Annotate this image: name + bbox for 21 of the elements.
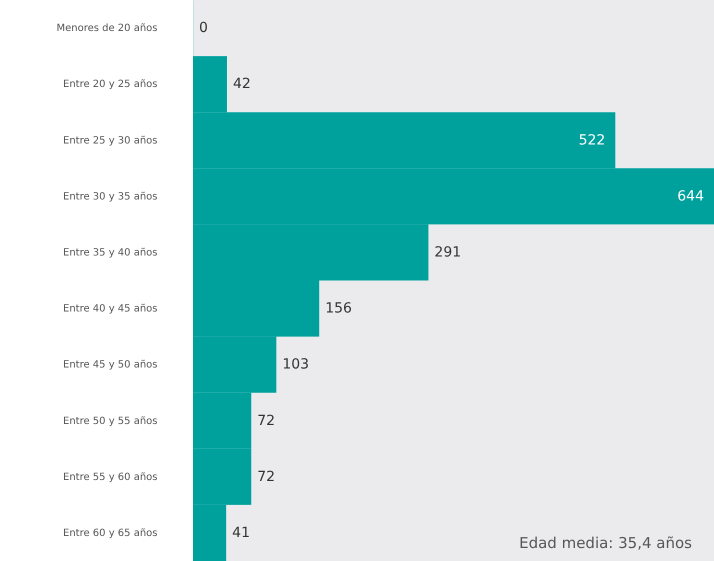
- data-label: 103: [282, 356, 310, 373]
- y-tick-label: Entre 40 y 45 años: [63, 304, 158, 315]
- y-tick-label: Entre 50 y 55 años: [63, 416, 158, 427]
- data-label: 42: [232, 76, 251, 92]
- y-tick-label: Entre 55 y 60 años: [63, 472, 158, 483]
- y-tick-label: Entre 20 y 25 años: [63, 79, 158, 90]
- data-label: 291: [434, 244, 462, 260]
- data-label: 41: [232, 524, 250, 541]
- data-label: 72: [257, 468, 276, 485]
- y-tick-label: Entre 25 y 30 años: [63, 135, 158, 146]
- data-label: 522: [578, 132, 606, 148]
- data-label: 0: [199, 20, 208, 36]
- y-tick-label: Entre 60 y 65 años: [63, 528, 158, 539]
- y-tick-label: Entre 35 y 40 años: [63, 247, 158, 258]
- y-tick-label: Entre 30 y 35 años: [63, 191, 158, 202]
- data-label: 156: [325, 300, 352, 317]
- y-tick-label: Entre 45 y 50 años: [63, 360, 158, 371]
- data-label: 644: [677, 188, 704, 204]
- data-label: 72: [257, 412, 276, 429]
- annotation: Edad media: 35,4 años: [519, 534, 692, 552]
- y-tick-label: Menores de 20 años: [56, 23, 158, 34]
